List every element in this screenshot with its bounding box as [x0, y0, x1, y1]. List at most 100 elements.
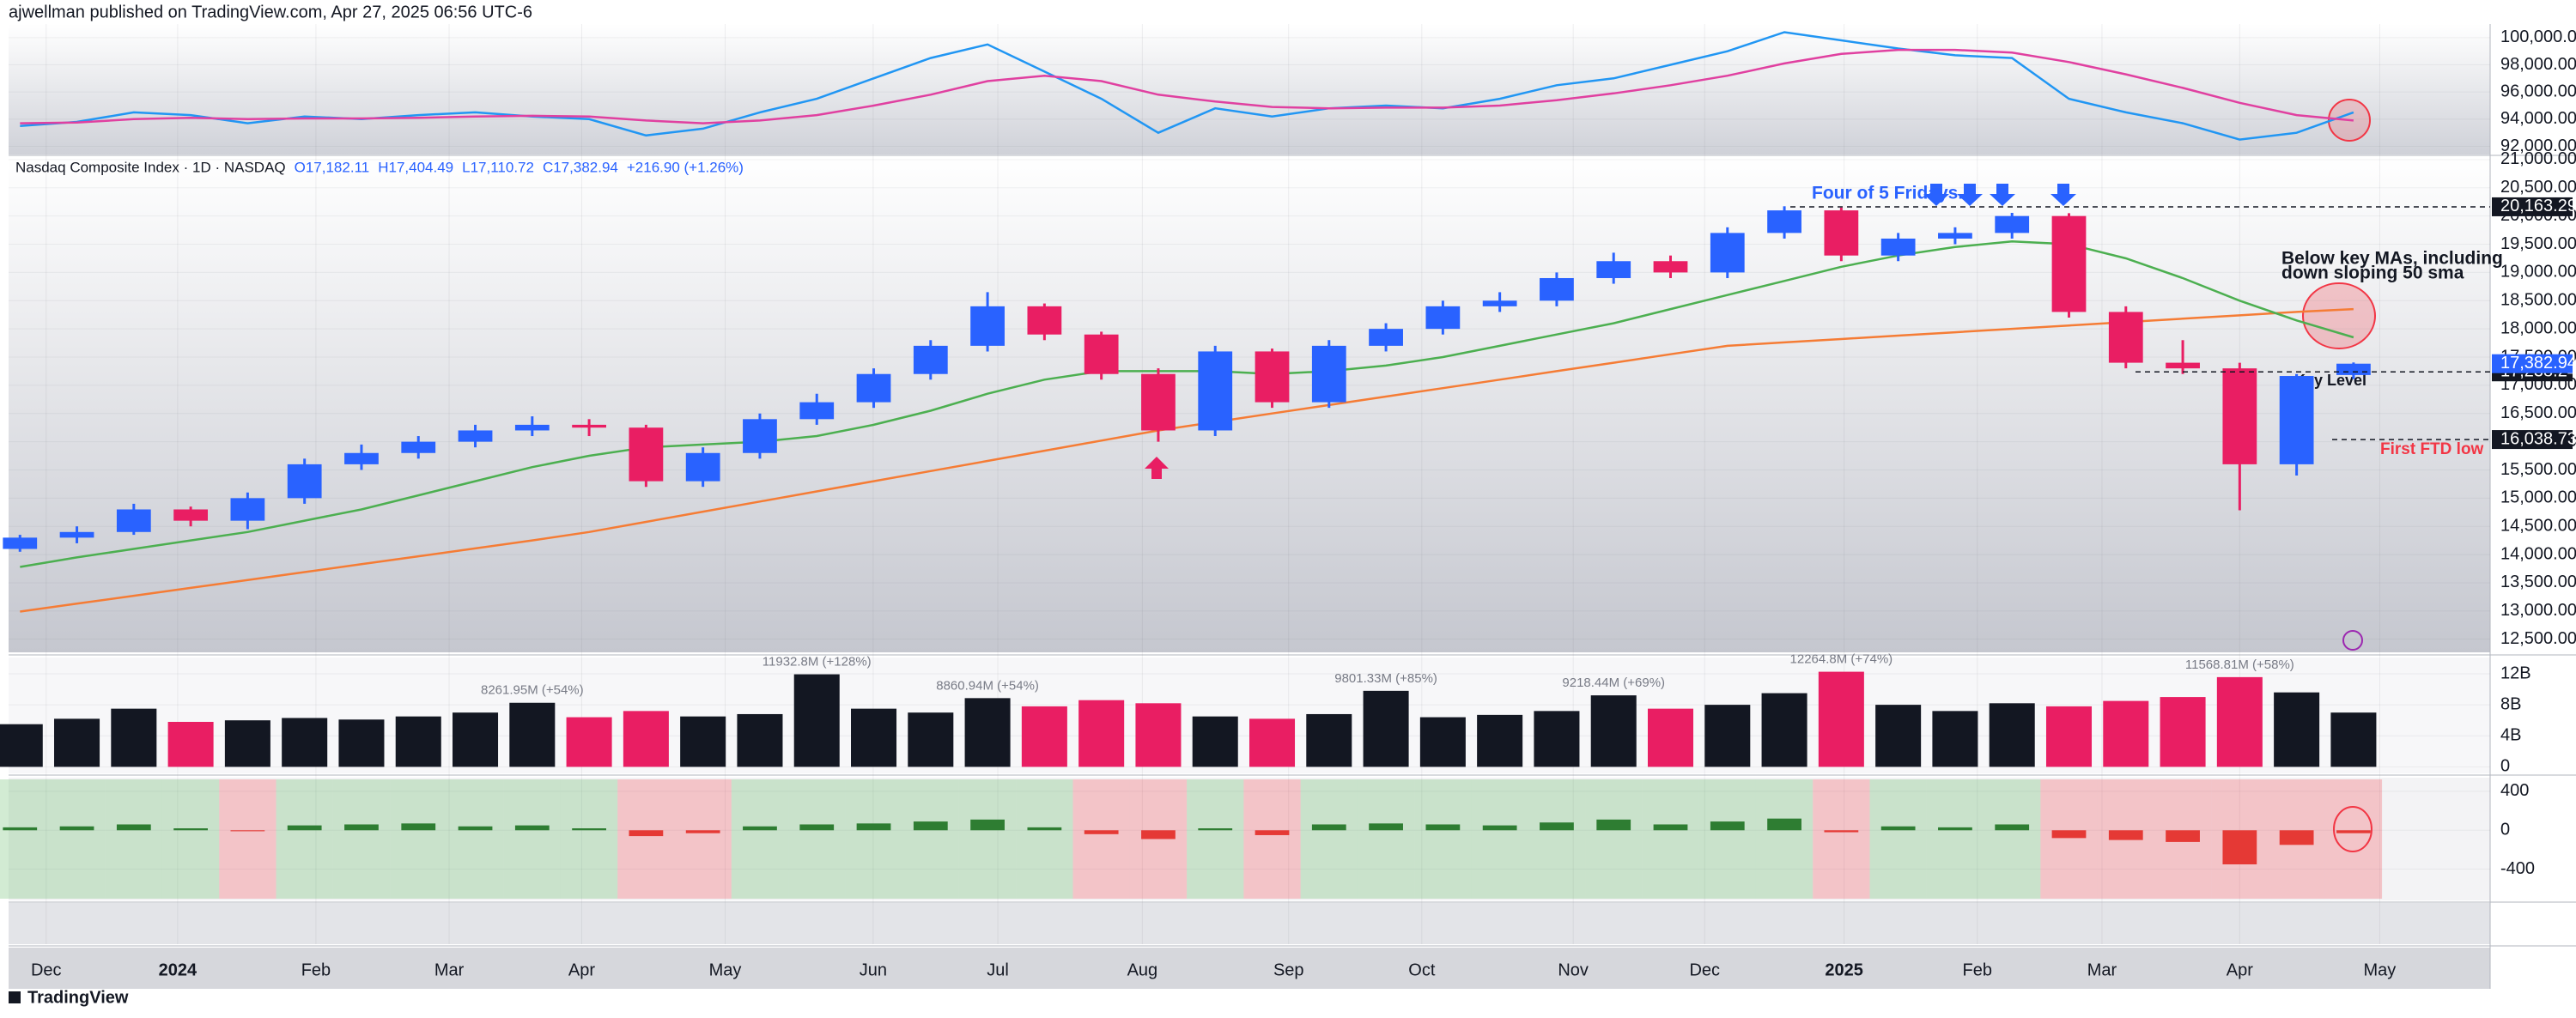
histogram-bar — [1540, 822, 1574, 831]
candle-body — [572, 424, 606, 428]
volume-bar — [1932, 711, 1978, 767]
regime-shade — [219, 779, 276, 899]
candle-body — [799, 402, 835, 420]
regime-shade — [788, 779, 846, 899]
histogram-bar — [1995, 824, 2030, 831]
volume-bar — [1761, 693, 1807, 767]
volume-bar — [1078, 700, 1125, 767]
x-tick-label: Mar — [2087, 960, 2117, 979]
regime-shade — [1585, 779, 1643, 899]
candle-body — [1141, 373, 1176, 431]
value-label: 8860.94M (+54%) — [936, 678, 1039, 693]
histogram-bar — [572, 828, 606, 831]
regime-shade — [1414, 779, 1472, 899]
regime-shade — [902, 779, 959, 899]
histogram-bar — [799, 824, 835, 831]
candle-body — [970, 306, 1005, 346]
level-label: 16,038.73 — [2500, 429, 2576, 448]
y-tick-label: 4B — [2500, 726, 2521, 745]
candle-body — [1596, 261, 1631, 278]
value-label: 11568.81M (+58%) — [2185, 657, 2294, 672]
candle-body — [1995, 215, 2030, 233]
candle-body — [2222, 368, 2257, 464]
volume-bar — [1818, 671, 1864, 767]
histogram-bar — [401, 823, 436, 831]
histogram-bar — [116, 824, 151, 831]
volume-bar — [1135, 703, 1182, 767]
volume-bar — [0, 724, 43, 767]
regime-shade — [0, 779, 49, 899]
candle-body — [59, 531, 94, 538]
level-label: 20,163.29 — [2500, 197, 2576, 215]
volume-bar — [1363, 690, 1409, 767]
volume-bar — [737, 713, 783, 767]
candle-body — [1027, 306, 1062, 335]
time-axis-bg — [9, 948, 2490, 989]
arrow — [1145, 457, 1169, 479]
candle-body — [685, 452, 720, 482]
volume-bar — [1989, 703, 2035, 767]
line-series — [20, 48, 2354, 124]
histogram-bar — [685, 830, 720, 833]
x-tick-label: Jul — [987, 960, 1009, 979]
x-tick-label: Sep — [1273, 960, 1304, 979]
y-tick-label: -400 — [2500, 859, 2535, 878]
footer: TradingView — [27, 988, 129, 1007]
legend-change: +216.90 (+1.26%) — [627, 159, 744, 175]
volume-bar — [2330, 712, 2377, 767]
volume-bar — [224, 720, 270, 767]
y-tick-label: 14,000.00 — [2500, 544, 2576, 563]
x-tick-label: May — [709, 960, 742, 979]
regime-shade — [276, 779, 333, 899]
regime-shade — [1813, 779, 1870, 899]
candle-body — [514, 424, 550, 431]
y-tick-label: 20,500.00 — [2500, 178, 2576, 197]
legend-close: C17,382.94 — [543, 159, 618, 175]
regime-shade — [560, 779, 618, 899]
volume-bar — [453, 712, 499, 767]
histogram-bar — [1653, 824, 1688, 831]
x-tick-label: 2024 — [159, 960, 197, 979]
y-tick-label: 18,500.00 — [2500, 291, 2576, 310]
regime-shade — [48, 779, 106, 899]
volume-bar — [338, 719, 385, 767]
candle-body — [2279, 376, 2314, 464]
histogram-bar — [59, 826, 94, 831]
annotations: Four of 5 Fridays... Below key MAs, incl… — [1145, 99, 2503, 852]
histogram-bar — [173, 828, 208, 831]
level-box — [2492, 197, 2573, 216]
regime-shade — [617, 779, 675, 899]
annotation: First FTD low — [2380, 440, 2484, 458]
regime-shade — [2324, 779, 2383, 899]
volume-bar — [111, 708, 157, 767]
last-price-label: 17,382.94 — [2500, 354, 2576, 373]
annotation: Below key MAs, including — [2281, 249, 2503, 269]
regime-shade — [845, 779, 902, 899]
y-tick-label: 21,000.00 — [2500, 149, 2576, 168]
histogram-bar — [1198, 828, 1233, 831]
value-label: 11932.8M (+128%) — [762, 655, 872, 670]
volume-bar — [395, 716, 441, 767]
candle-body — [401, 441, 436, 453]
regime-shade — [2040, 779, 2098, 899]
legend: Nasdaq Composite Index · 1D · NASDAQ O17,… — [15, 159, 744, 175]
pane-bg — [9, 156, 2490, 652]
y-tick-label: 16,500.00 — [2500, 403, 2576, 422]
x-tick-label: Jun — [860, 960, 887, 979]
regime-shade — [1300, 779, 1358, 899]
volume-bar — [1306, 713, 1352, 767]
x-tick-label: Mar — [434, 960, 465, 979]
x-tick-label: Aug — [1127, 960, 1158, 979]
value-label: 9801.33M (+85%) — [1334, 671, 1437, 686]
candle-body — [2166, 362, 2200, 369]
y-tick-label: 0 — [2500, 757, 2510, 776]
candle-body — [230, 498, 265, 521]
candle-body — [1255, 351, 1290, 403]
candle-body — [344, 452, 379, 464]
candle-body — [458, 430, 493, 442]
candle-body — [743, 419, 777, 453]
candle-body — [1880, 238, 1916, 256]
histogram-bar — [743, 826, 777, 831]
